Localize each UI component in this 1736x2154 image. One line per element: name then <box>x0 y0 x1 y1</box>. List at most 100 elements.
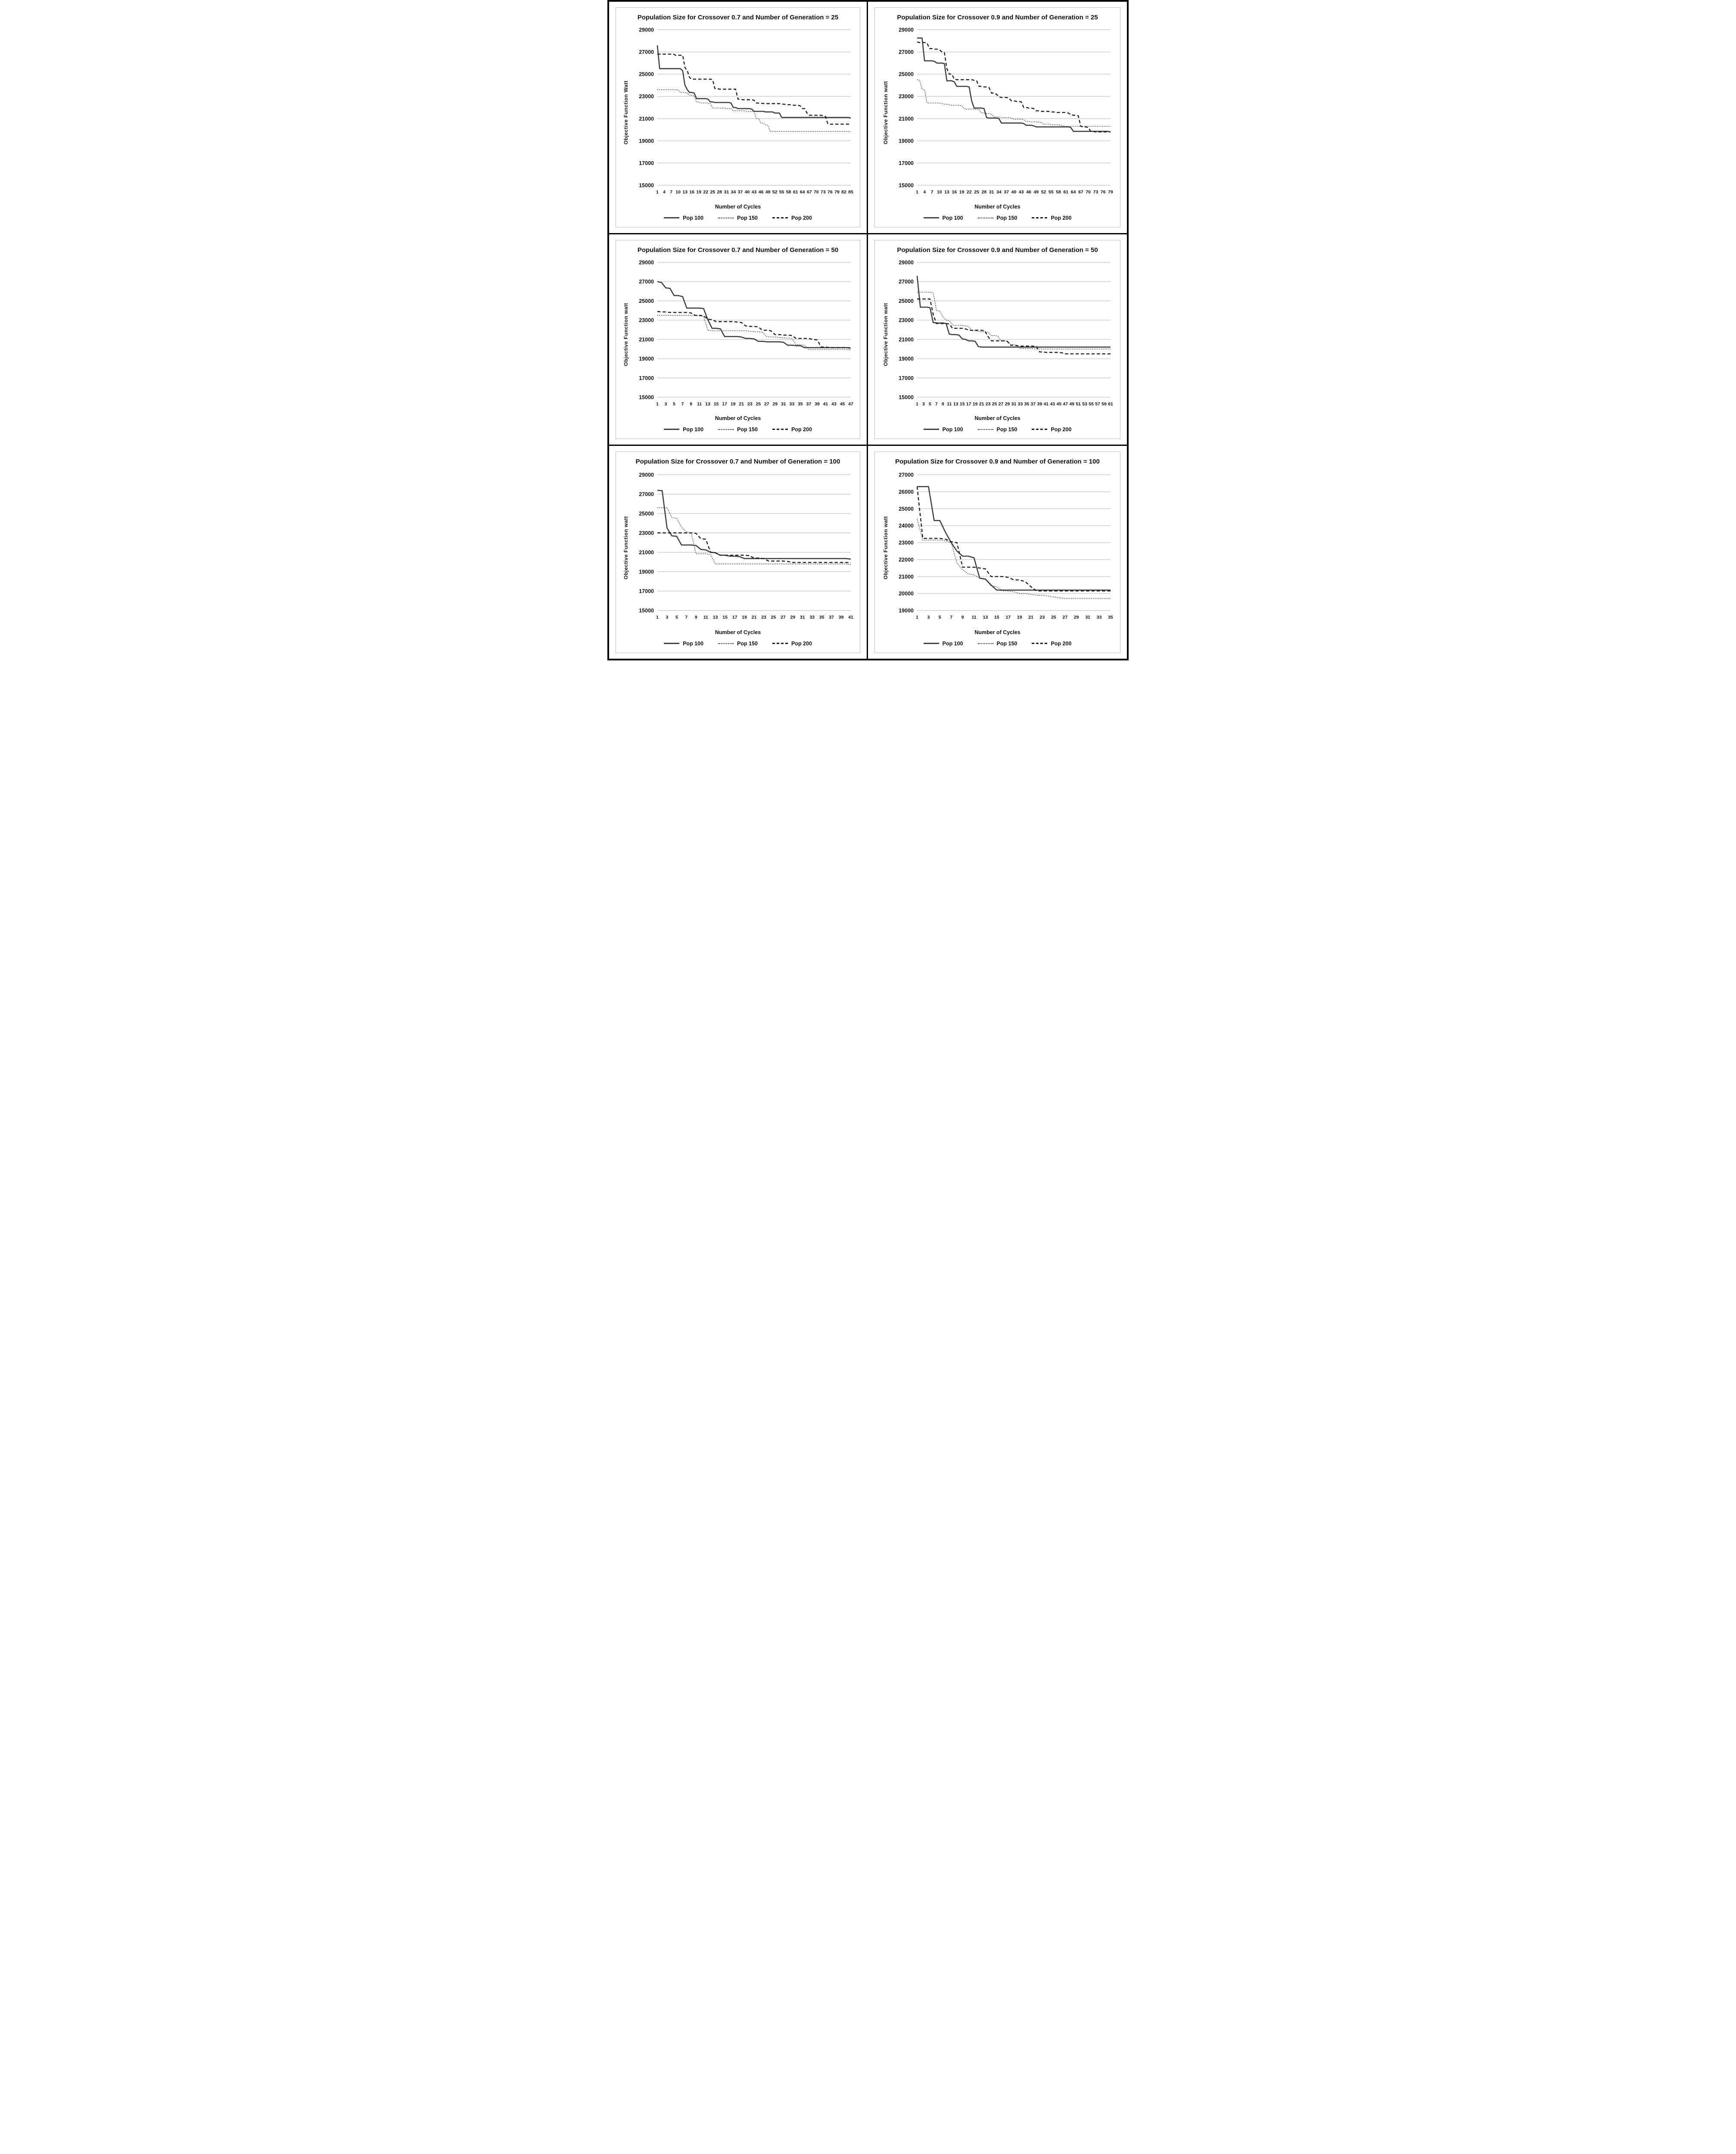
series-line-pop-150 <box>657 507 851 566</box>
x-tick-label: 45 <box>1056 402 1061 407</box>
y-tick-label: 15000 <box>639 183 654 189</box>
legend-label: Pop 150 <box>996 215 1017 221</box>
x-tick-label: 52 <box>1041 190 1046 195</box>
chart-panel-crossover07-gen100: Population Size for Crossover 0.7 and Nu… <box>616 451 860 653</box>
legend-label: Pop 150 <box>737 426 758 433</box>
y-tick-label: 21000 <box>639 549 654 555</box>
legend-label: Pop 100 <box>942 426 963 433</box>
legend-label: Pop 200 <box>1051 640 1072 647</box>
x-tick-label: 9 <box>961 615 964 620</box>
legend: Pop 100 Pop 150 Pop 200 <box>879 215 1116 221</box>
x-tick-label: 7 <box>950 615 952 620</box>
x-tick-label: 57 <box>1095 402 1100 407</box>
x-tick-label: 10 <box>936 190 942 195</box>
x-tick-label: 55 <box>779 190 784 195</box>
x-tick-label: 11 <box>697 402 702 407</box>
chart-area: Objective Function Watt 15000 17000 19000 21… <box>620 22 856 203</box>
grid-cell-top-right: Population Size for Crossover 0.9 and Nu… <box>868 2 1127 234</box>
y-tick-label: 25000 <box>899 72 914 78</box>
x-tick-label: 33 <box>790 402 795 407</box>
x-tick-label: 39 <box>1037 402 1042 407</box>
x-tick-label: 37 <box>806 402 812 407</box>
chart-plot: 19000 20000 21000 22000 23000 24000 25000 26000… <box>899 472 1113 620</box>
y-tick-label: 19000 <box>899 138 914 144</box>
x-tick-label: 5 <box>675 615 678 620</box>
x-tick-label: 39 <box>839 615 844 620</box>
x-tick-label: 29 <box>1005 402 1010 407</box>
chart-title: Population Size for Crossover 0.7 and Nu… <box>635 458 840 465</box>
x-tick-label: 21 <box>739 402 744 407</box>
y-tick-label: 21000 <box>899 336 914 342</box>
grid-cell-mid-left: Population Size for Crossover 0.7 and Nu… <box>609 234 868 446</box>
x-tick-label: 70 <box>1086 190 1091 195</box>
chart-title: Population Size for Crossover 0.7 and Nu… <box>637 246 839 254</box>
x-tick-label: 49 <box>765 190 771 195</box>
figure-grid: Population Size for Crossover 0.7 and Nu… <box>607 0 1129 660</box>
series-line-pop-200 <box>917 41 1111 133</box>
x-tick-label: 3 <box>665 402 667 407</box>
x-tick-label: 22 <box>703 190 708 195</box>
y-axis-label: Objective Function watt <box>621 303 631 366</box>
legend-label: Pop 100 <box>683 426 704 433</box>
y-tick-label: 29000 <box>899 27 914 33</box>
y-axis-label-text: Objective Function watt <box>623 516 629 579</box>
y-axis-label-text: Objective Function Watt <box>623 81 629 145</box>
legend-line-sample-solid <box>923 429 939 430</box>
y-tick-label: 19000 <box>639 138 654 144</box>
y-tick-label: 23000 <box>639 94 654 100</box>
y-tick-label: 15000 <box>639 394 654 400</box>
x-tick-label: 9 <box>690 402 692 407</box>
x-tick-label: 33 <box>1096 615 1101 620</box>
x-tick-label: 15 <box>722 615 728 620</box>
legend-line-sample-dashed <box>1032 217 1048 219</box>
series-line-pop-100 <box>916 276 1111 348</box>
x-tick-label: 37 <box>1004 190 1009 195</box>
x-tick-label: 4 <box>663 190 666 195</box>
series-line-pop-200 <box>657 311 851 349</box>
x-tick-label: 25 <box>771 615 776 620</box>
y-tick-label: 25000 <box>639 72 654 78</box>
x-tick-label: 45 <box>840 402 845 407</box>
x-tick-label: 27 <box>781 615 786 620</box>
x-tick-label: 55 <box>1089 402 1094 407</box>
x-tick-label: 76 <box>828 190 833 195</box>
x-tick-label: 11 <box>971 615 976 620</box>
x-tick-label: 23 <box>985 402 990 407</box>
y-tick-label: 25000 <box>639 298 654 304</box>
x-tick-label: 7 <box>681 402 684 407</box>
x-axis-label: Number of Cycles <box>974 415 1020 421</box>
legend-label: Pop 100 <box>683 640 704 647</box>
chart-plot: 15000 17000 19000 21000 23000 25000 27000 29000… <box>639 27 853 195</box>
series-line-pop-200 <box>657 532 851 563</box>
x-tick-label: 58 <box>786 190 791 195</box>
legend-label: Pop 150 <box>737 640 758 647</box>
chart-title: Population Size for Crossover 0.7 and Nu… <box>637 14 839 21</box>
x-tick-label: 82 <box>841 190 846 195</box>
x-tick-label: 1 <box>656 615 659 620</box>
x-tick-label: 35 <box>1108 615 1113 620</box>
chart-plot: 15000 17000 19000 21000 23000 25000 27000 29000… <box>899 259 1113 407</box>
x-axis-label: Number of Cycles <box>715 629 761 635</box>
legend-line-sample-dashed <box>772 643 788 644</box>
grid-cell-bottom-right: Population Size for Crossover 0.9 and Nu… <box>868 445 1127 659</box>
chart-plot: 15000 17000 19000 21000 23000 25000 27000 29000… <box>639 472 853 620</box>
x-tick-label: 47 <box>848 402 853 407</box>
legend-line-sample-dotted <box>718 643 734 644</box>
x-tick-label: 49 <box>1033 190 1039 195</box>
x-tick-label: 1 <box>656 190 659 195</box>
y-tick-label: 21000 <box>639 336 654 342</box>
legend-label: Pop 100 <box>942 640 963 647</box>
series-line-pop-100 <box>656 45 851 119</box>
x-tick-label: 28 <box>981 190 986 195</box>
x-tick-label: 4 <box>923 190 926 195</box>
x-tick-label: 27 <box>998 402 1003 407</box>
y-tick-label: 17000 <box>639 588 654 594</box>
x-tick-label: 1 <box>916 402 918 407</box>
legend-item: Pop 200 <box>1032 641 1071 647</box>
x-axis-label: Number of Cycles <box>974 629 1020 635</box>
x-tick-label: 46 <box>759 190 764 195</box>
y-tick-label: 20000 <box>899 591 914 597</box>
legend-label: Pop 200 <box>791 640 812 647</box>
legend-item: Pop 100 <box>923 426 963 433</box>
x-tick-label: 43 <box>1050 402 1055 407</box>
